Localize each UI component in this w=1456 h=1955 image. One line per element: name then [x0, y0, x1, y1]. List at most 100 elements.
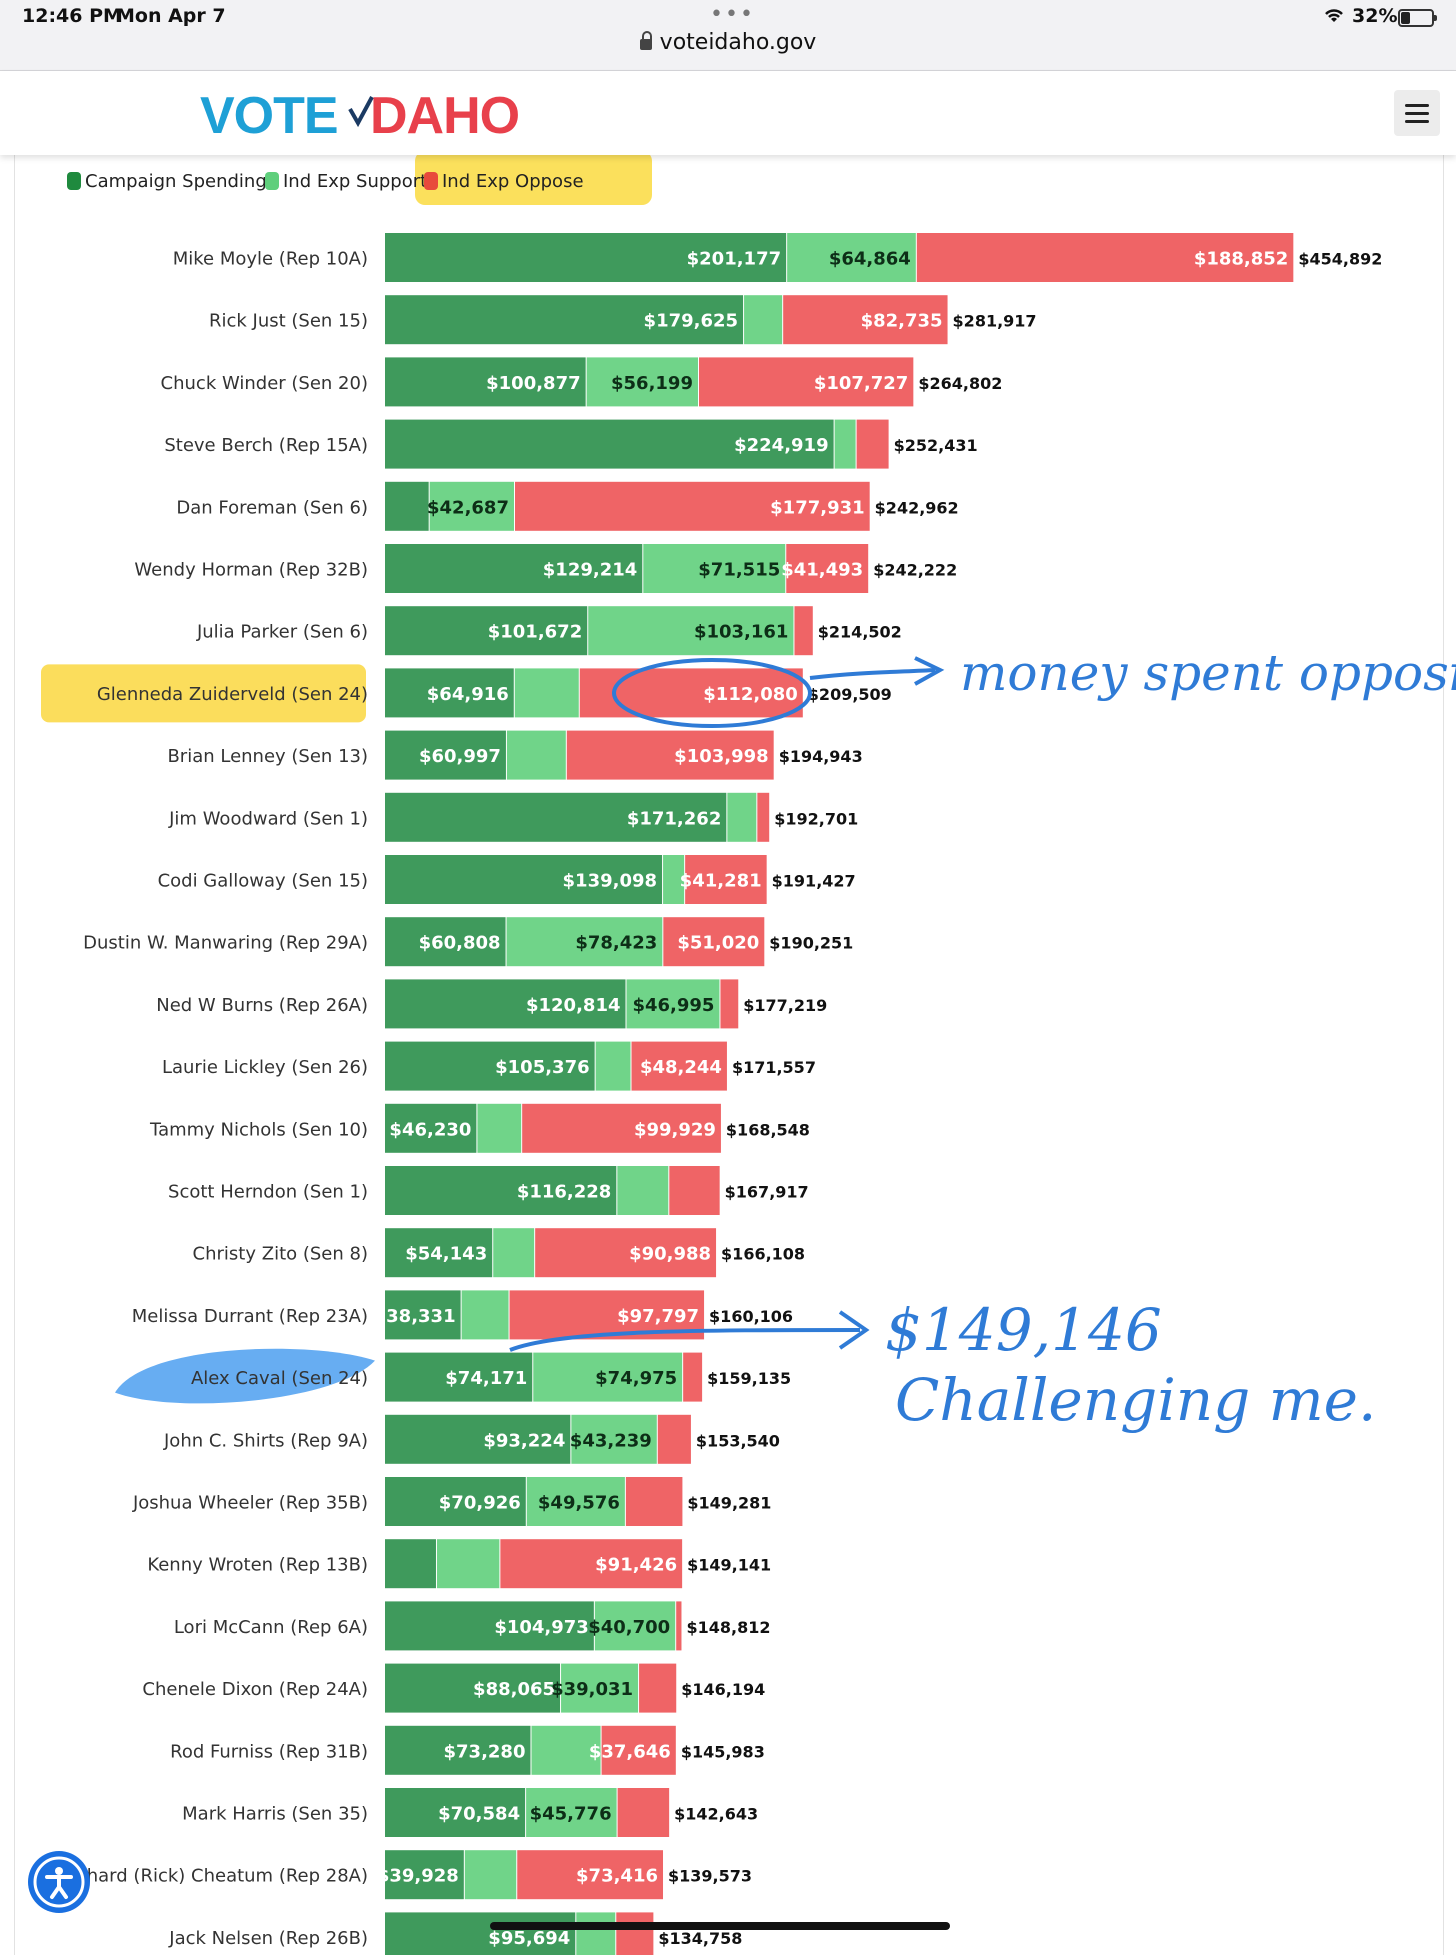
bar-campaign[interactable] — [385, 295, 744, 345]
bar-support[interactable] — [514, 668, 579, 718]
bar-campaign-label: $74,171 — [445, 1368, 527, 1389]
home-indicator[interactable] — [490, 1922, 950, 1930]
bar-support[interactable] — [626, 979, 720, 1029]
bar-campaign[interactable] — [385, 1477, 526, 1526]
vote-idaho-logo[interactable]: VOTE DAHO — [200, 83, 545, 143]
bar-support[interactable] — [493, 1228, 535, 1278]
bar-oppose[interactable] — [757, 792, 770, 842]
bar-campaign[interactable] — [385, 1725, 531, 1775]
bar-oppose[interactable] — [669, 1166, 720, 1215]
bar-oppose[interactable] — [657, 1414, 691, 1464]
bar-oppose[interactable] — [514, 481, 870, 531]
bar-campaign[interactable] — [385, 1850, 464, 1900]
bar-support[interactable] — [586, 357, 698, 407]
bar-oppose-label: $91,426 — [595, 1555, 677, 1576]
bar-support[interactable] — [477, 1103, 522, 1153]
accessibility-button[interactable] — [28, 1851, 90, 1913]
bar-oppose[interactable] — [786, 544, 869, 593]
bar-campaign[interactable] — [385, 481, 429, 531]
bar-oppose[interactable] — [601, 1725, 676, 1775]
bar-campaign-label: $38,331 — [374, 1306, 456, 1327]
address-bar[interactable]: voteidaho.gov — [0, 30, 1456, 55]
bar-campaign[interactable] — [385, 1166, 617, 1215]
bar-oppose[interactable] — [676, 1601, 682, 1651]
legend-support[interactable]: Ind Exp Support — [265, 171, 427, 192]
bar-campaign[interactable] — [385, 419, 834, 469]
bar-campaign[interactable] — [385, 1041, 595, 1091]
bar-oppose[interactable] — [720, 979, 739, 1029]
bar-campaign[interactable] — [385, 855, 663, 904]
bar-oppose[interactable] — [685, 855, 767, 904]
bar-support[interactable] — [727, 792, 757, 842]
bar-support[interactable] — [617, 1166, 669, 1215]
bar-support[interactable] — [436, 1539, 500, 1589]
bar-campaign[interactable] — [385, 233, 787, 282]
bar-support[interactable] — [526, 1788, 617, 1837]
bar-campaign[interactable] — [385, 792, 727, 842]
bar-campaign[interactable] — [385, 1663, 561, 1713]
bar-oppose[interactable] — [856, 419, 889, 469]
bar-campaign[interactable] — [385, 544, 643, 593]
bar-campaign-label: $104,973 — [494, 1617, 589, 1638]
legend-oppose[interactable]: Ind Exp Oppose — [424, 171, 584, 192]
bar-campaign[interactable] — [385, 606, 588, 656]
more-dots-icon[interactable]: ••• — [710, 2, 755, 27]
bar-support[interactable] — [588, 606, 794, 656]
bar-support[interactable] — [571, 1414, 657, 1464]
bar-oppose[interactable] — [631, 1041, 727, 1091]
bar-oppose[interactable] — [522, 1103, 721, 1153]
bar-oppose[interactable] — [616, 1912, 654, 1955]
bar-support[interactable] — [576, 1912, 616, 1955]
bar-campaign[interactable] — [385, 668, 514, 718]
bar-oppose[interactable] — [617, 1788, 670, 1837]
bar-support[interactable] — [526, 1477, 625, 1526]
bar-support[interactable] — [663, 855, 685, 904]
bar-support[interactable] — [744, 295, 783, 345]
bar-campaign[interactable] — [385, 917, 506, 967]
bar-support[interactable] — [787, 233, 916, 282]
bar-support[interactable] — [531, 1725, 601, 1775]
bar-campaign[interactable] — [385, 1539, 436, 1589]
bar-campaign[interactable] — [385, 1228, 493, 1278]
bar-campaign[interactable] — [385, 1414, 571, 1464]
bar-campaign[interactable] — [385, 1788, 526, 1837]
bar-oppose[interactable] — [683, 1352, 703, 1402]
bar-oppose[interactable] — [517, 1850, 664, 1900]
bar-support[interactable] — [595, 1041, 631, 1091]
bar-support[interactable] — [533, 1352, 683, 1402]
bar-oppose[interactable] — [566, 730, 774, 780]
bar-support[interactable] — [461, 1290, 509, 1340]
bar-campaign[interactable] — [385, 1601, 594, 1651]
bar-oppose[interactable] — [663, 917, 765, 967]
bar-oppose[interactable] — [783, 295, 948, 345]
status-date: Mon Apr 7 — [116, 5, 226, 27]
bar-campaign[interactable] — [385, 1290, 461, 1340]
bar-campaign[interactable] — [385, 357, 586, 407]
bar-oppose[interactable] — [639, 1663, 677, 1713]
bar-oppose[interactable] — [698, 357, 914, 407]
bar-oppose[interactable] — [916, 233, 1294, 282]
bar-support[interactable] — [464, 1850, 517, 1900]
bar-oppose[interactable] — [500, 1539, 683, 1589]
menu-button[interactable] — [1394, 90, 1440, 136]
bar-oppose[interactable] — [625, 1477, 683, 1526]
bar-support[interactable] — [429, 481, 514, 531]
bar-support[interactable] — [643, 544, 786, 593]
bar-support-label: $74,975 — [595, 1368, 677, 1389]
bar-campaign[interactable] — [385, 979, 626, 1029]
bar-support[interactable] — [506, 917, 663, 967]
bar-campaign-label: $201,177 — [687, 249, 782, 270]
bar-total-label: $153,540 — [696, 1431, 780, 1450]
legend-campaign[interactable]: Campaign Spending — [67, 171, 267, 192]
bar-campaign[interactable] — [385, 1103, 477, 1153]
bar-oppose[interactable] — [535, 1228, 717, 1278]
bar-campaign[interactable] — [385, 1352, 533, 1402]
bar-support[interactable] — [834, 419, 856, 469]
bar-support[interactable] — [594, 1601, 676, 1651]
bar-oppose-label: $188,852 — [1194, 249, 1289, 270]
bar-campaign[interactable] — [385, 730, 506, 780]
bar-oppose[interactable] — [794, 606, 813, 656]
bar-support[interactable] — [506, 730, 566, 780]
bar-row: Scott Herndon (Sen 1) $116,228 $167,917 — [168, 1166, 809, 1215]
bar-support[interactable] — [561, 1663, 639, 1713]
